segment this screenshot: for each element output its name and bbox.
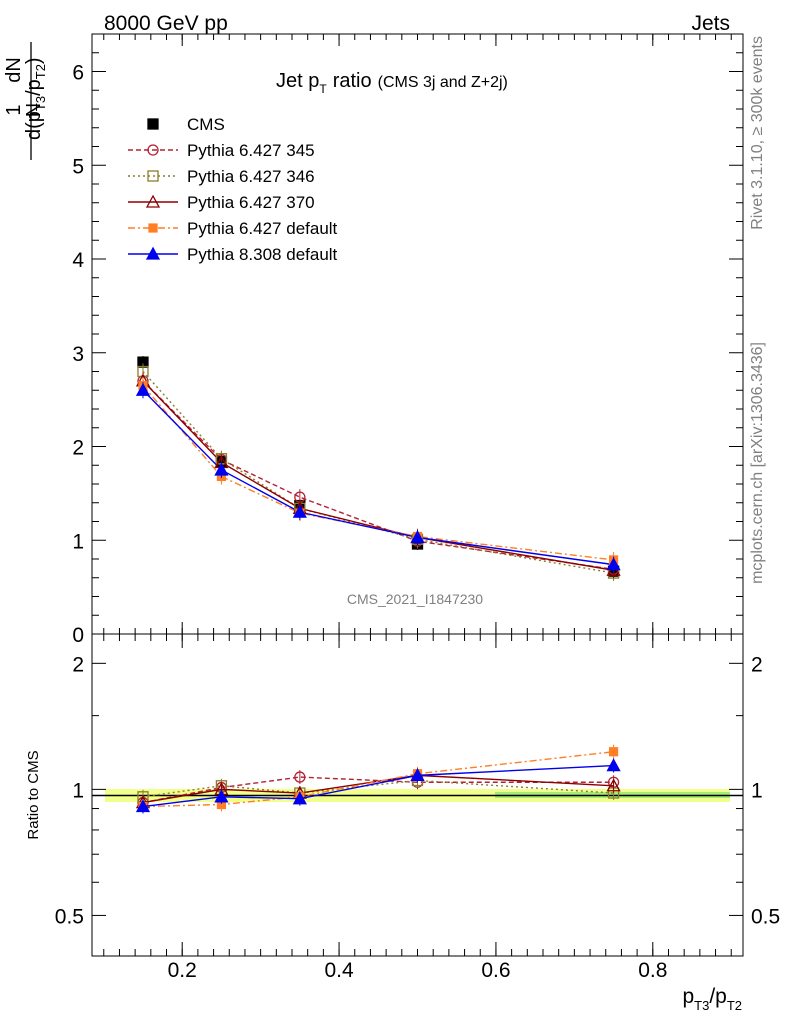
ylabel-denominator: d(pT3/pT2) bbox=[23, 57, 48, 140]
legend-marker-cms bbox=[147, 118, 159, 130]
ratio-plot-panel: 0.2 0.4 0.6 0.8 0.5 0.5 1 1 2 2 Ratio to CMS bbox=[25, 633, 780, 982]
legend-label-cms: CMS bbox=[187, 115, 225, 134]
main-plot-panel: 0 1 2 3 4 5 6 Jet pT ratio (CMS 3j and Z+2j) CMS… bbox=[72, 33, 744, 647]
rivet-version-label: Rivet 3.1.10, ≥ 300k events bbox=[749, 36, 766, 230]
xlabel-p: p bbox=[682, 985, 694, 1008]
legend-marker-py6def bbox=[148, 223, 158, 233]
main-point-py8def bbox=[135, 382, 151, 396]
ylabel-n: N bbox=[23, 103, 45, 117]
ratio-y-tick-label: 2 bbox=[72, 653, 84, 676]
ratio-series-group bbox=[135, 744, 621, 814]
main-point-py8def bbox=[606, 557, 621, 571]
ratio-point-py370 bbox=[606, 778, 621, 792]
ylabel-slash: /p bbox=[23, 79, 45, 96]
main-y-axis-label: 1 N dN d(pT3/pT2) bbox=[3, 42, 48, 160]
header-jets-label: Jets bbox=[691, 12, 730, 35]
main-line-py6def bbox=[142, 385, 614, 561]
ratio-point-py8def bbox=[214, 789, 229, 803]
legend-marker-py370 bbox=[145, 194, 161, 208]
ylabel-d: d(p bbox=[23, 111, 45, 140]
x-tick-label: 0.6 bbox=[481, 959, 510, 982]
ratio-y-tick-label: 1 bbox=[72, 779, 84, 802]
ratio-point-py8def bbox=[135, 799, 151, 813]
title-rest: ratio bbox=[333, 70, 372, 92]
legend: CMS Pythia 6.427 345 Pythia 6.427 346 Pythi… bbox=[128, 115, 338, 264]
main-y-tick-label: 5 bbox=[72, 155, 84, 178]
main-line-py8def bbox=[142, 389, 614, 566]
legend-label-py370: Pythia 6.427 370 bbox=[187, 193, 315, 212]
legend-label-py345: Pythia 6.427 345 bbox=[187, 141, 315, 160]
main-series-group bbox=[135, 356, 621, 582]
x-tick-label: 0.4 bbox=[324, 959, 354, 982]
main-line-py370 bbox=[142, 380, 614, 571]
chart-title: Jet pT ratio (CMS 3j and Z+2j) bbox=[276, 70, 508, 96]
legend-label-py8def: Pythia 8.308 default bbox=[187, 245, 338, 264]
legend-marker-py345 bbox=[147, 144, 159, 156]
ratio-point-py345 bbox=[294, 771, 306, 783]
ratio-point-py8def bbox=[292, 791, 307, 805]
xlabel-sub-1: T3 bbox=[694, 998, 709, 1013]
ratio-y-tick-label-right: 0.5 bbox=[751, 905, 780, 928]
title-main: Jet p bbox=[276, 70, 319, 92]
ratio-line-py346 bbox=[142, 779, 614, 798]
main-line-py346 bbox=[142, 371, 614, 574]
ylabel-close: ) bbox=[23, 57, 45, 64]
ylabel-sub-2: T2 bbox=[33, 64, 48, 79]
main-point-py8def bbox=[410, 530, 425, 544]
header-energy-label: 8000 GeV pp bbox=[104, 12, 228, 35]
ylabel-one: 1 bbox=[3, 104, 25, 115]
main-line-py345 bbox=[142, 380, 614, 571]
xlabel-sub-2: T2 bbox=[727, 998, 742, 1013]
main-y-tick-label: 0 bbox=[72, 624, 84, 647]
main-y-tick-label: 4 bbox=[72, 249, 84, 272]
main-y-tick-label: 3 bbox=[72, 343, 84, 366]
main-point-py8def bbox=[292, 504, 307, 518]
ratio-point-py8def bbox=[410, 768, 425, 782]
mcplots-label: mcplots.cern.ch [arXiv:1306.3436] bbox=[749, 342, 766, 584]
main-y-tick-label: 2 bbox=[72, 437, 84, 460]
x-axis-label: pT3/pT2 bbox=[682, 985, 742, 1013]
legend-label-py6def: Pythia 6.427 default bbox=[187, 219, 338, 238]
ratio-point-py6def bbox=[608, 747, 619, 757]
ratio-y-tick-label-right: 1 bbox=[751, 779, 763, 802]
title-subscript: T bbox=[319, 82, 327, 96]
main-point-py8def bbox=[214, 462, 229, 476]
ylabel-sub-1: T3 bbox=[33, 96, 48, 111]
ratio-y-tick-label-right: 2 bbox=[751, 653, 763, 676]
legend-marker-py8def bbox=[145, 246, 161, 260]
xlabel-slash: /p bbox=[709, 985, 727, 1008]
ylabel-dn: dN bbox=[3, 57, 25, 83]
x-tick-label: 0.8 bbox=[638, 959, 667, 982]
main-y-tick-label: 6 bbox=[72, 62, 84, 85]
ratio-y-axis-label: Ratio to CMS bbox=[25, 750, 42, 839]
main-axis-ticks: 0 1 2 3 4 5 6 bbox=[72, 34, 743, 647]
analysis-watermark: CMS_2021_I1847230 bbox=[347, 591, 483, 607]
title-parenthetical: (CMS 3j and Z+2j) bbox=[378, 74, 508, 91]
x-tick-label: 0.2 bbox=[168, 959, 197, 982]
ratio-axis-ticks: 0.2 0.4 0.6 0.8 0.5 0.5 1 1 2 2 bbox=[55, 634, 780, 982]
main-y-tick-label: 1 bbox=[72, 530, 84, 553]
ratio-y-tick-label: 0.5 bbox=[55, 905, 84, 928]
ratio-point-py8def bbox=[606, 758, 621, 772]
legend-label-py346: Pythia 6.427 346 bbox=[187, 167, 315, 186]
legend-marker-py346 bbox=[147, 170, 159, 182]
